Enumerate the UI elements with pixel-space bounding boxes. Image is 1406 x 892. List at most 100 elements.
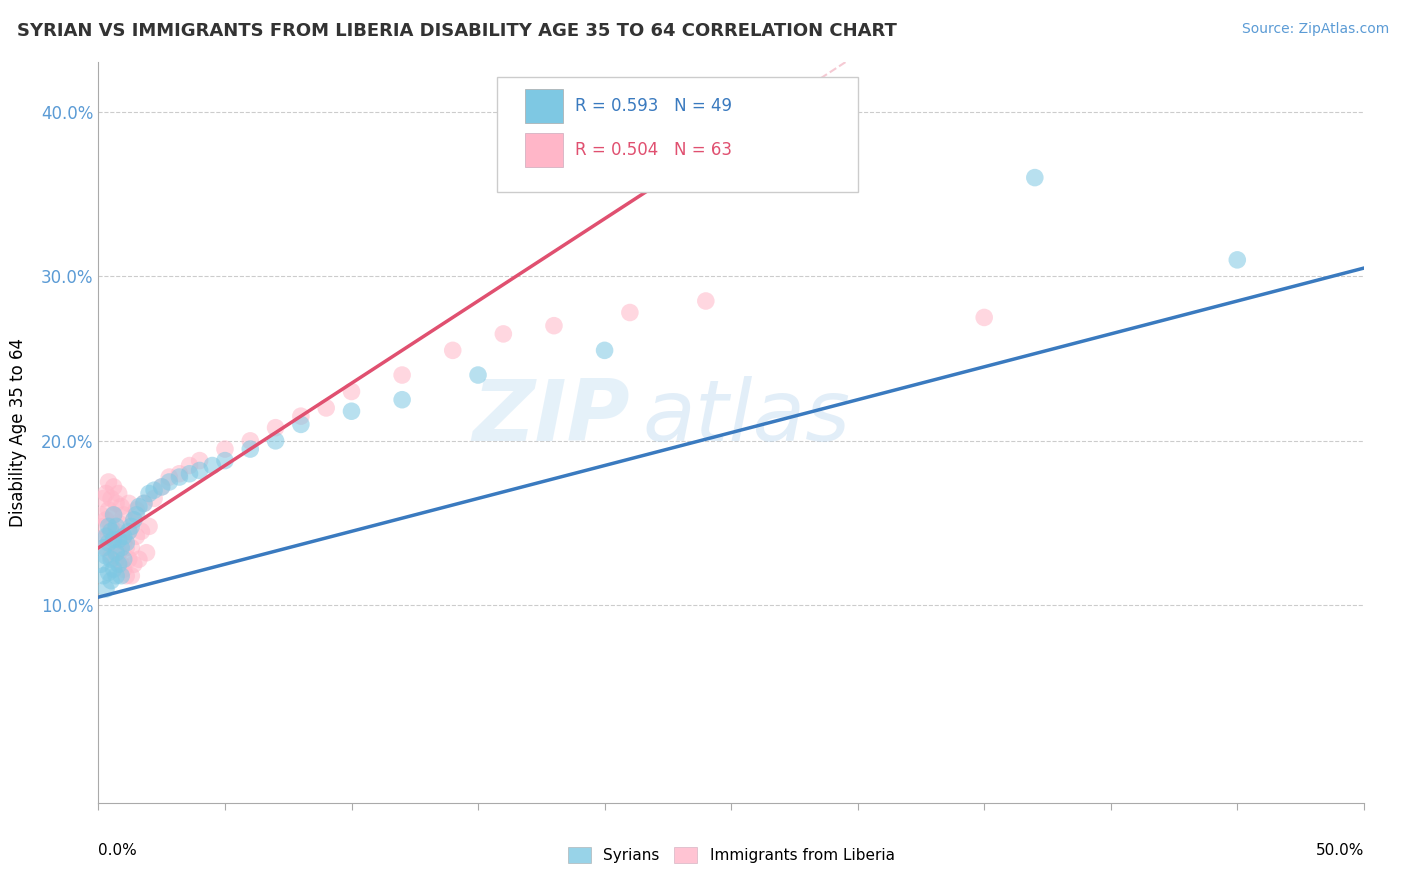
Point <box>122 513 145 527</box>
Point <box>125 503 148 517</box>
Point <box>103 536 125 550</box>
Point <box>179 458 201 473</box>
Point <box>143 491 166 506</box>
Point <box>90 533 112 547</box>
Point <box>93 568 115 582</box>
Point <box>103 562 125 576</box>
Point <box>110 541 132 555</box>
Point <box>107 558 129 572</box>
Point <box>264 420 287 434</box>
Point <box>120 568 142 582</box>
Point <box>110 529 132 543</box>
Point <box>93 541 115 555</box>
Point <box>100 524 122 539</box>
Point <box>118 496 141 510</box>
Text: ZIP: ZIP <box>472 376 630 459</box>
Point <box>103 480 125 494</box>
Point <box>90 558 112 572</box>
Point <box>169 467 191 481</box>
FancyBboxPatch shape <box>498 78 858 192</box>
Point <box>1226 252 1249 267</box>
Point <box>239 442 262 456</box>
Point <box>100 491 122 506</box>
Point <box>492 326 515 341</box>
Point <box>169 470 191 484</box>
Point <box>112 562 135 576</box>
Point <box>214 453 236 467</box>
Point <box>100 552 122 566</box>
Point <box>120 519 142 533</box>
Point <box>105 496 128 510</box>
Point <box>115 568 138 582</box>
Point <box>315 401 337 415</box>
Point <box>290 409 312 424</box>
Point <box>128 552 150 566</box>
Point <box>188 453 211 467</box>
Point <box>97 536 120 550</box>
Point <box>391 392 413 407</box>
Point <box>120 541 142 555</box>
Point <box>103 533 125 547</box>
Point <box>93 519 115 533</box>
Point <box>125 508 148 522</box>
Text: R = 0.593   N = 49: R = 0.593 N = 49 <box>575 97 733 115</box>
Point <box>103 508 125 522</box>
Point <box>90 508 112 522</box>
Bar <box>524 89 562 122</box>
Y-axis label: Disability Age 35 to 64: Disability Age 35 to 64 <box>10 338 27 527</box>
Point <box>128 500 150 514</box>
Point <box>132 496 155 510</box>
Point <box>125 529 148 543</box>
Point <box>695 293 717 308</box>
Point <box>112 552 135 566</box>
Text: SYRIAN VS IMMIGRANTS FROM LIBERIA DISABILITY AGE 35 TO 64 CORRELATION CHART: SYRIAN VS IMMIGRANTS FROM LIBERIA DISABI… <box>17 22 897 40</box>
Point <box>131 524 153 539</box>
Point <box>543 318 565 333</box>
Point <box>138 519 160 533</box>
Point <box>290 417 312 432</box>
Point <box>110 568 132 582</box>
Point <box>110 500 132 514</box>
Point <box>107 546 129 560</box>
Point <box>107 486 129 500</box>
Point <box>179 467 201 481</box>
Text: R = 0.504   N = 63: R = 0.504 N = 63 <box>575 141 733 159</box>
Point <box>112 529 135 543</box>
Point <box>118 552 141 566</box>
Point <box>105 552 128 566</box>
Point <box>105 524 128 539</box>
Point <box>239 434 262 448</box>
Text: atlas: atlas <box>643 376 851 459</box>
Point <box>112 536 135 550</box>
Point <box>94 582 117 596</box>
Point <box>188 463 211 477</box>
Point <box>97 503 120 517</box>
Legend: Syrians, Immigrants from Liberia: Syrians, Immigrants from Liberia <box>561 841 901 869</box>
Point <box>340 384 363 399</box>
Point <box>97 475 120 489</box>
Point <box>93 491 115 506</box>
Point <box>467 368 489 382</box>
Point <box>593 343 616 358</box>
Point <box>105 546 128 560</box>
Point <box>264 434 287 448</box>
Point <box>103 508 125 522</box>
Point <box>110 558 132 572</box>
Point <box>94 529 117 543</box>
Point <box>340 404 363 418</box>
Point <box>132 496 155 510</box>
Point <box>973 310 995 325</box>
Point <box>118 524 141 539</box>
Point <box>1024 170 1046 185</box>
Point <box>157 470 180 484</box>
Bar <box>524 133 562 167</box>
Point <box>150 480 173 494</box>
Point <box>97 566 120 580</box>
Point <box>441 343 464 358</box>
Point <box>112 508 135 522</box>
Point <box>118 524 141 539</box>
Point <box>97 529 120 543</box>
Text: Source: ZipAtlas.com: Source: ZipAtlas.com <box>1241 22 1389 37</box>
Point <box>157 475 180 489</box>
Point <box>143 483 166 498</box>
